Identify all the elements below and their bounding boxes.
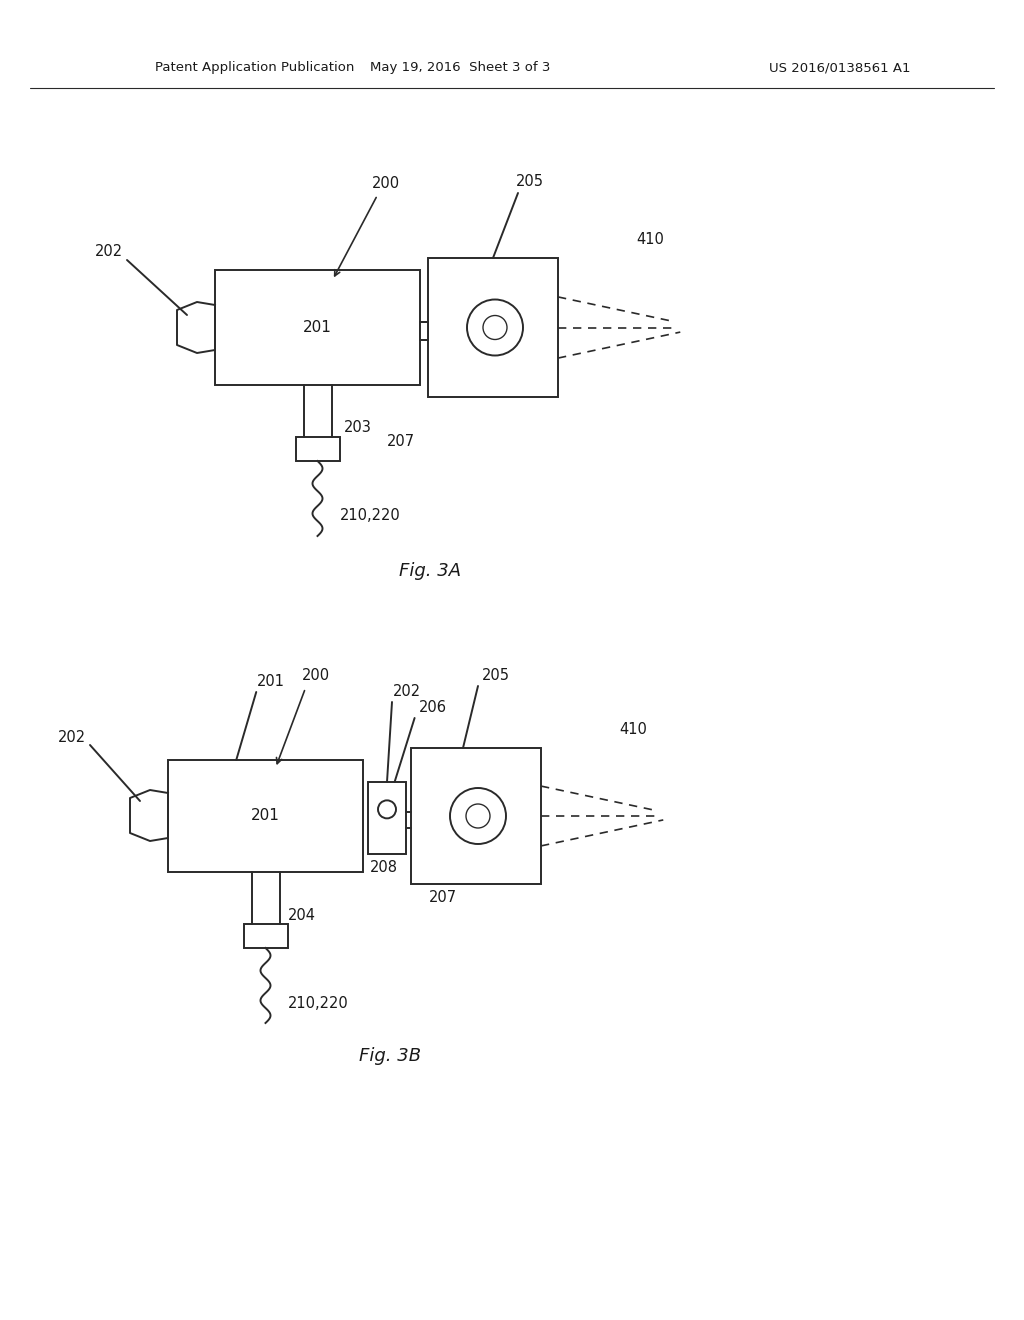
Text: US 2016/0138561 A1: US 2016/0138561 A1 [769, 62, 910, 74]
Text: May 19, 2016  Sheet 3 of 3: May 19, 2016 Sheet 3 of 3 [370, 62, 550, 74]
Bar [296, 437, 340, 461]
Text: 200: 200 [372, 176, 399, 190]
Bar [368, 781, 406, 854]
Text: Fig. 3B: Fig. 3B [359, 1047, 421, 1065]
Text: 202: 202 [95, 244, 123, 260]
Text: 210,220: 210,220 [340, 508, 400, 524]
Text: Patent Application Publication: Patent Application Publication [155, 62, 354, 74]
Bar [168, 760, 362, 873]
Text: Fig. 3A: Fig. 3A [399, 562, 461, 579]
Text: 200: 200 [301, 668, 330, 684]
Bar [420, 322, 428, 339]
Text: 204: 204 [288, 908, 315, 924]
Text: 205: 205 [482, 668, 510, 684]
Text: 201: 201 [303, 319, 332, 335]
Text: 202: 202 [58, 730, 86, 744]
Text: 410: 410 [636, 232, 664, 248]
Text: 207: 207 [429, 891, 457, 906]
Bar [215, 271, 420, 385]
Text: 206: 206 [419, 701, 446, 715]
Text: 205: 205 [516, 173, 544, 189]
Text: 210,220: 210,220 [288, 995, 348, 1011]
Text: 203: 203 [343, 420, 372, 434]
Bar [411, 748, 541, 884]
Text: 208: 208 [370, 861, 398, 875]
Text: 410: 410 [618, 722, 647, 738]
Text: 202: 202 [393, 685, 421, 700]
Text: 201: 201 [251, 808, 280, 824]
Text: 201: 201 [257, 675, 286, 689]
Bar [244, 924, 288, 948]
Bar [428, 257, 558, 397]
Text: 207: 207 [386, 434, 415, 450]
